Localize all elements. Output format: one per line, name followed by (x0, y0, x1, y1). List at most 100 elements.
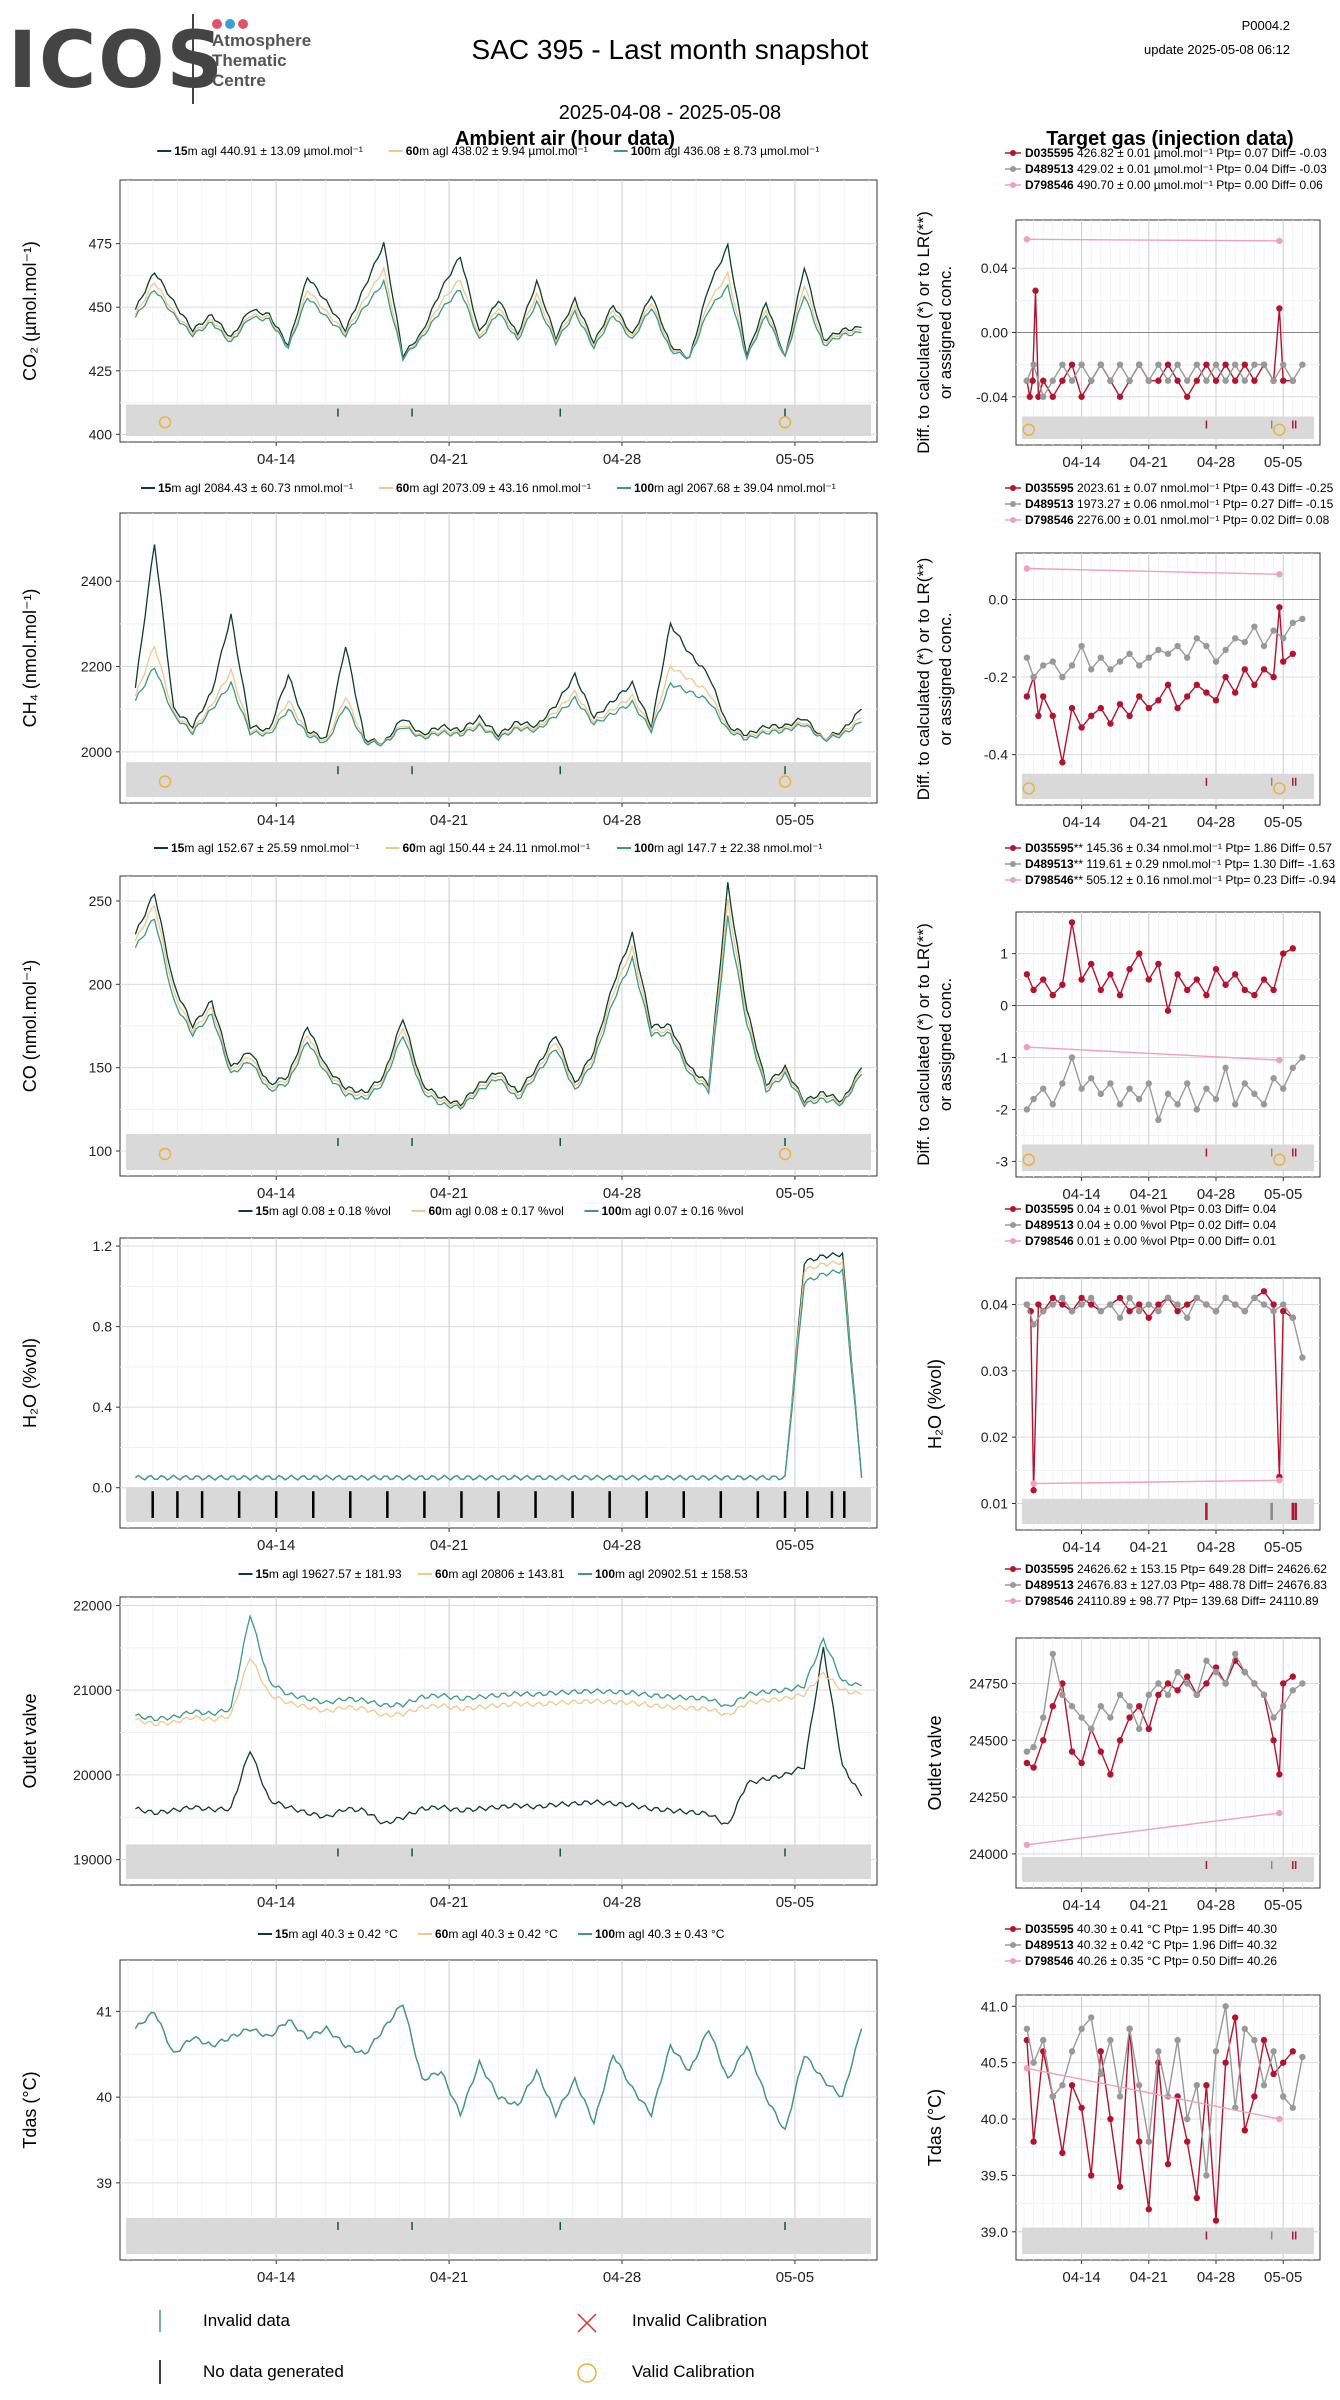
x-tick-label: 04-14 (257, 451, 295, 468)
data-point-D489513 (1184, 1680, 1191, 1687)
x-tick-label: 04-21 (1130, 454, 1168, 471)
data-point-D489513 (1116, 658, 1124, 665)
data-point-D489513 (1260, 1301, 1268, 1308)
y-tick-label: 0.03 (981, 1363, 1008, 1379)
y-axis-label: or assigned conc. (936, 978, 955, 1111)
data-point-D489513 (1126, 650, 1133, 657)
date-range: 2025-04-08 - 2025-05-08 (558, 102, 782, 124)
logo-subtitle-line: Thematic (212, 51, 287, 70)
data-point-D035595 (1222, 2059, 1229, 2066)
data-point-D035595 (1097, 986, 1105, 994)
data-point-D035595 (1155, 697, 1162, 704)
data-point-D489513 (1088, 666, 1095, 673)
x-tick-label: 04-21 (430, 1537, 468, 1554)
y-tick-label: 2200 (81, 659, 112, 675)
data-point-D035595 (1049, 712, 1057, 720)
x-tick-label: 04-28 (603, 1185, 641, 1202)
data-point-D489513 (1251, 1680, 1258, 1687)
data-point-D489513 (1116, 1314, 1124, 1321)
data-point-D489513 (1107, 377, 1114, 384)
legend-entry: D798546 40.26 ± 0.35 °C Ptp= 0.50 Diff= … (1025, 1954, 1277, 1968)
data-point-D489513 (1241, 638, 1249, 646)
data-point-D035595 (1155, 1301, 1162, 1308)
valid-cal-symbol (577, 2363, 597, 2383)
y-tick-label: 2400 (81, 573, 112, 589)
data-point-D035595 (1270, 1301, 1277, 1308)
legend-entry: D798546 24110.89 ± 98.77 Ptp= 139.68 Dif… (1025, 1594, 1319, 1608)
data-point-D489513 (1270, 1714, 1277, 1721)
legend-dot (1010, 517, 1016, 523)
y-axis-label: or assigned conc. (936, 612, 955, 745)
data-point-D489513 (1193, 2082, 1201, 2089)
data-point-D035595 (1116, 393, 1124, 400)
logo-dot-3 (238, 19, 248, 29)
data-point-D798546 (1023, 2065, 1031, 2072)
target-section-title: Target gas (injection data) (1046, 128, 1294, 150)
data-point-D489513 (1088, 1075, 1095, 1082)
valid-calibration-mark (778, 1147, 792, 1161)
legend-entry: 60m agl 150.44 ± 24.11 nmol.mol⁻¹ (403, 841, 590, 855)
data-point-D035595 (1260, 2036, 1268, 2044)
update-timestamp: update 2025-05-08 06:12 (1143, 42, 1290, 57)
data-point-D489513 (1241, 1668, 1249, 1676)
data-point-D035595 (1289, 945, 1297, 952)
data-point-D035595 (1276, 604, 1283, 611)
legend-entry: 100m agl 436.08 ± 8.73 µmol.mol⁻¹ (631, 144, 820, 158)
valid-calibration-mark (1273, 1153, 1286, 1166)
data-point-D035595 (1097, 1748, 1105, 1755)
data-point-D489513 (1299, 1680, 1306, 1687)
data-point-D489513 (1097, 1702, 1105, 1710)
logo-divider (192, 14, 194, 104)
data-point-D489513 (1251, 623, 1258, 630)
data-point-D489513 (1184, 654, 1191, 661)
data-point-D035595 (1078, 2104, 1085, 2111)
data-point-D035595 (1126, 712, 1133, 720)
series-line-D798546 (1026, 567, 1280, 575)
legend-entry: D798546 0.01 ± 0.00 %vol Ptp= 0.00 Diff=… (1025, 1234, 1277, 1248)
y-tick-label: 0.01 (981, 1495, 1008, 1511)
flag-legend-symbols (159, 2310, 597, 2384)
data-point-D035595 (1035, 712, 1042, 720)
x-tick-label: 05-05 (776, 1894, 814, 1911)
data-point-D489513 (1126, 1085, 1133, 1092)
data-point-D489513 (1270, 377, 1277, 384)
data-point-D489513 (1040, 662, 1047, 669)
data-point-D489513 (1270, 627, 1277, 634)
data-point-D489513 (1193, 1106, 1201, 1113)
data-point-D489513 (1116, 361, 1124, 368)
flag-band (1022, 2227, 1314, 2254)
data-point-D489513 (1212, 2048, 1220, 2055)
x-tick-label: 04-21 (430, 2269, 468, 2286)
legend-entry: 15m agl 440.91 ± 13.09 µmol.mol⁻¹ (174, 144, 363, 158)
legend-entry: 100m agl 2067.68 ± 39.04 nmol.mol⁻¹ (634, 481, 836, 495)
data-point-D035595 (1126, 1307, 1133, 1315)
data-point-D035595 (1068, 1748, 1076, 1755)
legend-dot (1010, 1942, 1016, 1948)
data-point-D035595 (1078, 1294, 1085, 1302)
x-tick-label: 04-21 (1130, 1539, 1168, 1556)
data-point-D489513 (1040, 1307, 1047, 1315)
y-tick-label: 20000 (73, 1767, 112, 1783)
y-tick-label: -0.4 (984, 747, 1008, 763)
data-point-D035595 (1040, 693, 1047, 700)
data-point-D489513 (1049, 2093, 1057, 2100)
y-tick-label: 475 (89, 236, 113, 252)
data-point-D798546 (1276, 1477, 1283, 1484)
legend-entry: 60m agl 40.3 ± 0.42 °C (435, 1927, 558, 1941)
legend-entry: D489513 1973.27 ± 0.06 nmol.mol⁻¹ Ptp= 0… (1025, 497, 1334, 511)
data-point-D489513 (1030, 361, 1037, 368)
data-point-D035595 (1088, 1301, 1095, 1308)
y-tick-label: 200 (89, 976, 113, 992)
valid-calibration-mark (158, 416, 172, 429)
y-axis-label: H₂O (%vol) (20, 1338, 40, 1428)
data-point-D489513 (1164, 377, 1172, 384)
no-data-label: No data generated (203, 2362, 344, 2381)
legend-entry: 100m agl 20902.51 ± 158.53 (595, 1567, 748, 1581)
data-point-D489513 (1260, 361, 1268, 368)
data-point-D489513 (1078, 2025, 1085, 2033)
data-point-D035595 (1059, 759, 1066, 766)
data-point-D489513 (1164, 1294, 1172, 1302)
ambient-section-title: Ambient air (hour data) (454, 128, 675, 150)
legend-entry: D035595 426.82 ± 0.01 µmol.mol⁻¹ Ptp= 0.… (1025, 146, 1327, 160)
data-point-D489513 (1203, 1301, 1210, 1308)
